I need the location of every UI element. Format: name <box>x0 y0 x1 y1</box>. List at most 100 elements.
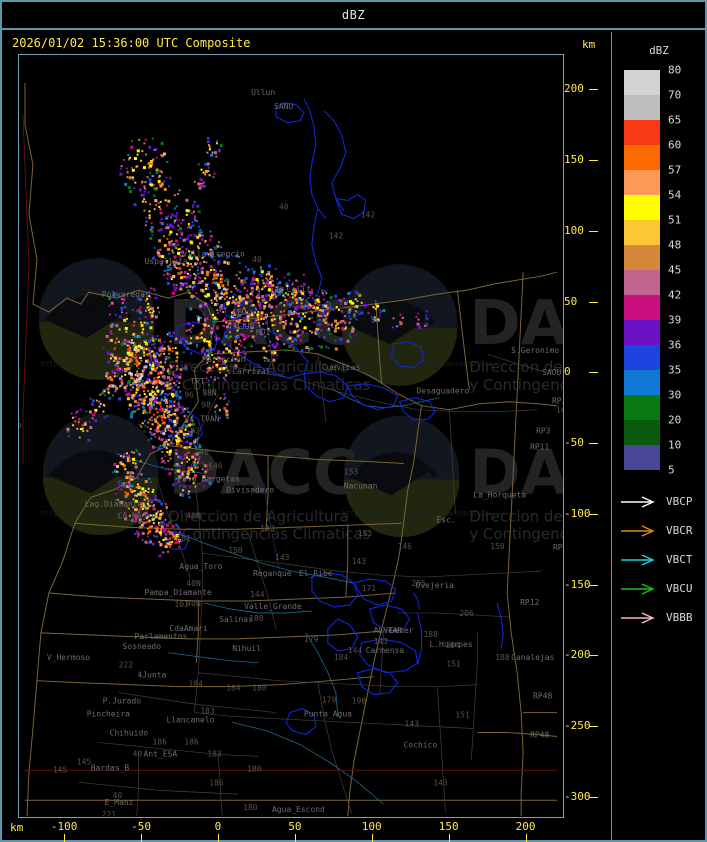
radar-echo-cell <box>259 266 262 269</box>
watermark-brand-4: DACC <box>469 436 563 508</box>
radar-echo-cell <box>146 532 149 535</box>
radar-echo-cell <box>135 387 139 391</box>
radar-echo-cell <box>149 540 153 544</box>
radar-echo-cell <box>148 418 151 421</box>
radar-echo-cell <box>292 288 296 292</box>
y-axis-tick-label: 100 <box>564 223 584 237</box>
dbz-color-band[interactable] <box>624 220 660 245</box>
radar-echo-cell <box>216 303 219 306</box>
radar-echo-cell <box>185 282 188 285</box>
radar-echo-cell <box>161 260 164 263</box>
radar-echo-cell <box>196 282 199 285</box>
radar-echo-cell <box>141 539 144 542</box>
radar-echo-cell <box>173 194 176 197</box>
dbz-color-band[interactable] <box>624 95 660 120</box>
radar-echo-cell <box>192 284 196 288</box>
radar-echo-cell <box>154 398 158 402</box>
dbz-color-band[interactable] <box>624 370 660 395</box>
radar-echo-cell <box>111 471 114 474</box>
radar-echo-cell <box>182 219 185 222</box>
radar-echo-cell <box>216 312 219 315</box>
radar-echo-cell <box>147 500 150 503</box>
radar-echo-cell <box>139 306 142 309</box>
radar-echo-cell <box>204 479 208 483</box>
radar-echo-cell <box>118 369 121 372</box>
radar-echo-cell <box>131 383 134 386</box>
radar-echo-cell <box>316 306 320 310</box>
radar-echo-cell <box>207 270 211 274</box>
radar-echo-cell <box>228 262 231 265</box>
dbz-color-band[interactable] <box>624 445 660 470</box>
dbz-color-band[interactable] <box>624 120 660 145</box>
radar-echo-cell <box>171 395 174 398</box>
dbz-color-band[interactable] <box>624 395 660 420</box>
radar-echo-cell <box>158 430 161 433</box>
map-place-label: TVAN <box>200 415 219 424</box>
dbz-color-scale[interactable]: 80 70 65 60 57 54 51 48 45 42 39 36 35 30 20 10 5 <box>624 64 681 477</box>
dbz-color-band[interactable] <box>624 270 660 295</box>
radar-echo-cell <box>134 494 137 497</box>
radar-echo-cell <box>300 298 303 301</box>
x-axis-tick-mark <box>294 834 296 842</box>
radar-echo-cell <box>140 359 143 362</box>
radar-echo-cell <box>173 207 176 210</box>
radar-echo-cell <box>133 348 137 352</box>
radar-echo-cell <box>176 192 179 195</box>
radar-echo-cell <box>180 444 183 447</box>
radar-echo-cell <box>134 353 137 356</box>
radar-echo-cell <box>168 346 171 349</box>
radar-echo-cell <box>209 269 212 272</box>
dbz-color-band[interactable] <box>624 245 660 270</box>
radar-echo-cell <box>306 304 309 307</box>
dbz-color-band[interactable] <box>624 345 660 370</box>
dbz-color-band[interactable] <box>624 145 660 170</box>
radar-echo-cell <box>153 289 156 292</box>
dbz-color-band[interactable] <box>624 295 660 320</box>
radar-echo-cell <box>159 522 162 525</box>
dbz-color-band[interactable] <box>624 170 660 195</box>
radar-echo-cell <box>187 451 190 454</box>
radar-echo-cell <box>116 470 119 473</box>
radar-echo-cell <box>160 218 163 221</box>
map-place-label: Llancanelo <box>166 716 214 725</box>
radar-echo-cell <box>106 415 109 418</box>
radar-echo-cell <box>272 327 275 330</box>
radar-echo-cell <box>205 283 208 287</box>
radar-echo-cell <box>205 287 208 290</box>
radar-echo-cell <box>250 300 253 303</box>
radar-plot-area[interactable]: DACC Direccion de Agricultura y Continge… <box>18 54 564 818</box>
radar-echo-cell <box>196 258 199 261</box>
radar-echo-cell <box>158 175 161 178</box>
radar-echo-cell <box>116 360 120 364</box>
dbz-color-band[interactable] <box>624 70 660 95</box>
secondary-roads <box>78 315 546 817</box>
radar-echo-cell <box>175 218 178 221</box>
radar-echo-cell <box>129 477 133 481</box>
radar-map: DACC Direccion de Agricultura y Continge… <box>19 55 563 817</box>
y-axis-tick-mark <box>589 584 598 586</box>
radar-echo-cell <box>207 169 210 172</box>
radar-echo-cell <box>322 318 326 322</box>
dbz-color-band[interactable] <box>624 320 660 345</box>
dbz-color-band[interactable] <box>624 420 660 445</box>
y-axis-tick-mark <box>589 796 598 798</box>
dbz-color-band[interactable] <box>624 195 660 220</box>
y-axis-tick-label: -150 <box>564 577 591 591</box>
radar-echo-cell <box>334 327 337 330</box>
radar-echo-cell <box>135 530 139 534</box>
radar-echo-cell <box>169 382 172 385</box>
radar-echo-cell <box>376 304 380 308</box>
radar-echo-cell <box>258 324 261 327</box>
radar-echo-cell <box>153 208 156 211</box>
vector-legend-row: VBBB <box>620 603 706 632</box>
radar-echo-cell <box>223 393 226 396</box>
map-road-label: 153 <box>358 529 373 538</box>
radar-echo-cell <box>138 398 141 401</box>
radar-echo-cell <box>275 305 278 308</box>
radar-echo-cell <box>212 278 215 281</box>
radar-echo-cell <box>349 291 352 294</box>
radar-echo-cell <box>215 140 218 143</box>
radar-echo-cell <box>283 315 286 318</box>
radar-echo-cell <box>163 399 166 402</box>
radar-echo-cell <box>174 537 178 541</box>
